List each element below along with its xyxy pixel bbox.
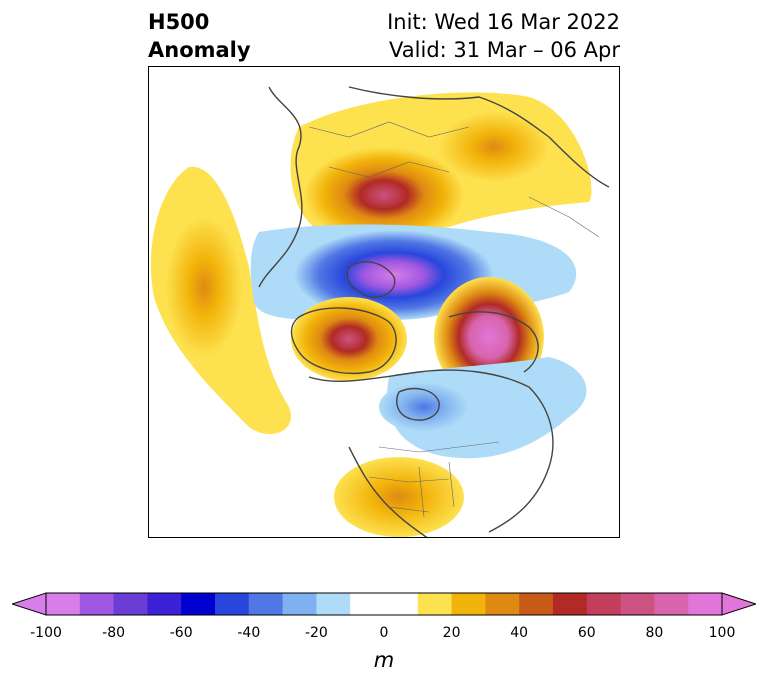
title-field: Anomaly [148,38,251,62]
colorbar-outline [45,592,723,616]
anomaly-map [148,66,620,538]
europe-coast [258,86,303,288]
init-date: Init: Wed 16 Mar 2022 [387,10,620,34]
colorbar-segment [417,593,453,615]
colorbar-segment [586,593,622,615]
colorbar-segment [485,593,520,615]
colorbar [12,592,756,616]
colorbar-segment [553,593,588,615]
coastlines [258,86,610,537]
colorbar-tick-label: -40 [237,625,261,641]
colorbar-segment [316,593,351,615]
map-title: H500 Anomaly [148,8,251,64]
greenland-coast [290,307,397,374]
colorbar-tick-label: -80 [102,625,126,641]
colorbar-tick-label: 0 [379,625,389,641]
colorbar-segment [147,593,182,615]
arctic-islands [346,261,396,298]
colorbar-tick-label: 100 [708,625,736,641]
north-america-coast [308,369,554,533]
colorbar-segment [654,593,689,615]
border-lines-north-america [368,441,500,518]
colorbar-tick-label: 60 [577,625,596,641]
colorbar-segment [451,593,486,615]
alaska-coast [448,311,539,373]
valid-range: Valid: 31 Mar – 06 Apr [389,38,620,62]
border-lines-eurasia [308,121,600,238]
asia-coast [348,86,610,188]
colorbar-segment [181,593,216,615]
colorbar-unit: m [373,648,395,672]
colorbar-segment [113,593,148,615]
colorbar-extend-high [721,592,756,616]
anomaly-map-svg [150,86,610,537]
colorbar-extend-low [12,592,47,616]
colorbar-tick-label: -20 [304,625,328,641]
colorbar-tick-label: 80 [645,625,664,641]
colorbar-tick-label: 20 [442,625,461,641]
siberia-ridge [439,112,549,182]
colorbar-tick-label: -100 [30,625,62,641]
colorbar-segment [215,593,250,615]
southeast-us-ridge [334,457,464,537]
colorbar-segment [688,593,723,615]
colorbar-segment [46,593,81,615]
hudson-bay [396,387,440,421]
colorbar-segment [79,593,115,615]
colorbar-segment [350,593,385,615]
borders [308,121,600,518]
colorbar-segment [519,593,554,615]
atlantic-ridge-core [166,217,242,357]
canada-trough-core [379,382,469,432]
colorbar-segment [248,593,284,615]
title-variable: H500 [148,10,210,34]
map-dates: Init: Wed 16 Mar 2022 Valid: 31 Mar – 06… [387,8,620,64]
colorbar-segment [620,593,655,615]
colorbar-tick-label: 40 [510,625,529,641]
canada-trough [387,357,587,459]
colorbar-tick-label: -60 [169,625,193,641]
colorbar-segment [282,593,317,615]
us-east-coast [348,446,428,537]
colorbar-segment [384,593,419,615]
greenland-ridge [291,297,407,381]
